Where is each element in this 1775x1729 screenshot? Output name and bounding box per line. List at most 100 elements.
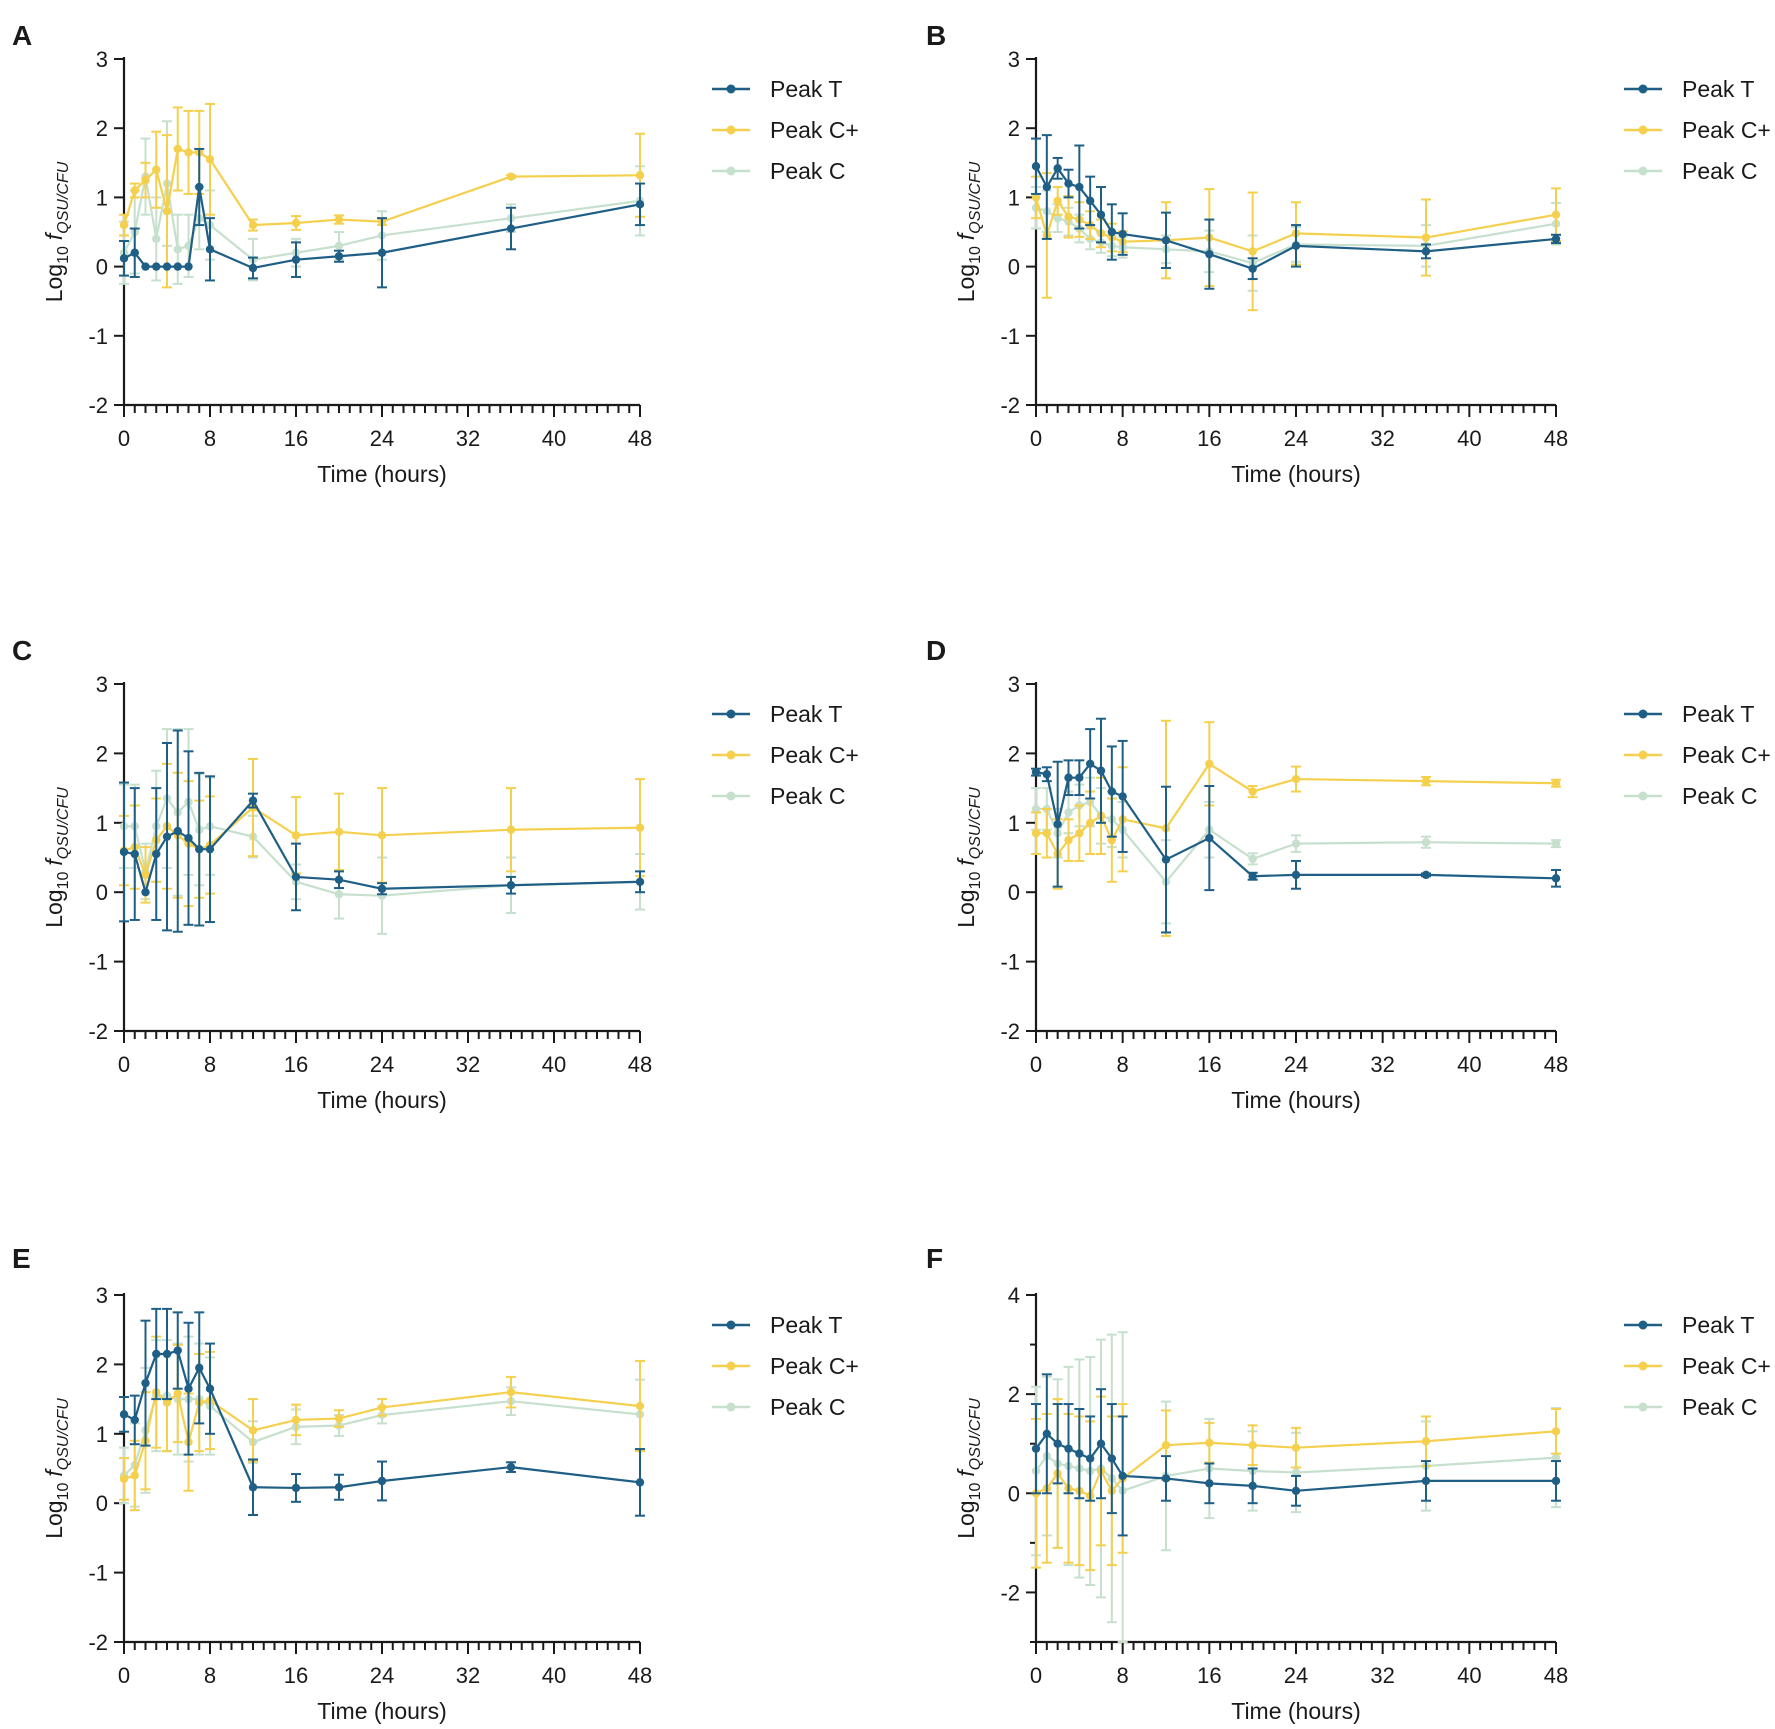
data-point — [1096, 1439, 1106, 1448]
legend-marker — [1638, 791, 1648, 801]
data-point — [1248, 1481, 1257, 1491]
panel-c-y-axis-title: Log10 fQSU/CFU — [41, 787, 72, 928]
panel-b-x-tick-label: 8 — [1117, 426, 1129, 451]
panel-e-letter: E — [12, 1243, 31, 1274]
panel-a-y-tick-label: 3 — [96, 47, 108, 72]
panel-c-y-tick-label: 2 — [96, 741, 108, 766]
data-point — [334, 890, 344, 899]
panel-c-x-tick-label: 40 — [542, 1052, 566, 1077]
data-point — [1161, 855, 1171, 864]
data-point — [1042, 829, 1052, 838]
panel-a-y-tick-label: -1 — [88, 324, 108, 349]
panel-c-legend-item: Peak C+ — [712, 742, 859, 768]
panel-d-y-tick-label: 3 — [1008, 672, 1020, 697]
panel-f-y-title-log-sub: 10 — [967, 1483, 984, 1501]
data-point — [1064, 1444, 1073, 1453]
data-point — [1161, 1474, 1171, 1483]
panel-f-y-axis-title: Log10 fQSU/CFU — [953, 1398, 984, 1539]
data-point — [1291, 870, 1301, 880]
data-point — [635, 823, 645, 832]
legend-label: Peak T — [1682, 1312, 1754, 1338]
panel-c-y-tick-label: 3 — [96, 672, 108, 697]
data-point — [1053, 1439, 1062, 1448]
data-point — [1053, 196, 1062, 206]
legend-marker — [1638, 125, 1648, 135]
panel-e-x-tick-label: 32 — [456, 1663, 480, 1688]
data-point — [334, 875, 344, 884]
legend-label: Peak C+ — [1682, 742, 1771, 768]
data-point — [1205, 1479, 1214, 1488]
panel-e-y-title-f-sub: QSU/CFU — [55, 1398, 72, 1470]
data-point — [1064, 212, 1073, 221]
panel-a-x-tick-label: 24 — [370, 426, 394, 451]
data-point — [1118, 1471, 1127, 1481]
data-point — [377, 1403, 387, 1412]
panel-c-series-peak-t — [119, 729, 645, 933]
panel-a-series-peak-t — [119, 147, 645, 289]
data-point — [248, 1426, 258, 1435]
data-point — [119, 1410, 129, 1419]
panel-d-x-tick-label: 32 — [1370, 1052, 1394, 1077]
legend-marker — [726, 1402, 736, 1412]
data-point — [1075, 182, 1084, 192]
data-point — [1291, 1443, 1301, 1452]
panel-c-y-title-f-sub: QSU/CFU — [55, 787, 72, 859]
panel-b-x-tick-label: 16 — [1197, 426, 1221, 451]
panel-e-series-peak-t — [119, 1307, 645, 1517]
panel-b-y-title-f-sub: QSU/CFU — [967, 161, 984, 233]
data-point — [173, 1346, 182, 1355]
data-point — [1096, 210, 1106, 219]
panel-e-y-title-f: f — [41, 1468, 67, 1477]
panel-a-x-tick-label: 48 — [628, 426, 652, 451]
panel-d-y-tick-label: 2 — [1008, 741, 1020, 766]
panel-d-y-title-log: Log — [953, 889, 979, 927]
data-point — [1107, 835, 1117, 845]
data-point — [1421, 233, 1431, 242]
panel-f-y-title-log: Log — [953, 1500, 979, 1538]
data-point — [635, 1478, 645, 1487]
panel-b: B -2 -1 0 1 2 3 0 8 16 24 32 40 48 Time (hours) Log10 fQ… — [926, 20, 1771, 487]
legend-label: Peak T — [1682, 76, 1754, 102]
panel-b-y-tick-label: 0 — [1008, 255, 1020, 280]
panel-b-series-peak-t — [1031, 134, 1561, 290]
legend-label: Peak C — [770, 158, 845, 184]
data-point — [248, 220, 258, 230]
data-point — [195, 1363, 204, 1373]
panel-f-x-tick-label: 40 — [1457, 1663, 1481, 1688]
panel-f-y-title-f-sub: QSU/CFU — [967, 1398, 984, 1470]
data-point — [506, 825, 516, 834]
legend-label: Peak C — [1682, 158, 1757, 184]
panel-b-x-axis-title: Time (hours) — [1231, 461, 1361, 487]
panel-b-x-tick-label: 24 — [1284, 426, 1308, 451]
data-point — [1031, 804, 1041, 814]
panel-d-y-title-f-sub: QSU/CFU — [967, 787, 984, 859]
data-point — [1031, 193, 1041, 202]
legend-label: Peak C — [770, 1394, 845, 1420]
panel-c-y-title-log: Log — [41, 889, 67, 927]
panel-d-y-tick-label: 0 — [1008, 880, 1020, 905]
legend-marker — [726, 125, 736, 135]
panel-a-y-title-log: Log — [41, 264, 67, 302]
panel-f-y-tick-label: -2 — [1000, 1580, 1020, 1605]
panel-b-y-tick-label: -2 — [1000, 393, 1020, 418]
data-point — [1205, 1438, 1214, 1447]
panel-f-y-tick-label: 0 — [1008, 1481, 1020, 1506]
data-point — [1096, 766, 1106, 775]
data-point — [1551, 210, 1561, 219]
panel-a-y-axis-title: Log10 fQSU/CFU — [41, 161, 72, 302]
legend-label: Peak C+ — [1682, 117, 1771, 143]
data-point — [1053, 213, 1062, 223]
data-point — [195, 844, 204, 854]
data-point — [334, 827, 344, 837]
data-point — [1031, 1444, 1041, 1453]
panel-b-x-tick-label: 0 — [1030, 426, 1042, 451]
data-point — [377, 248, 387, 257]
panel-f-x-axis-title: Time (hours) — [1231, 1698, 1361, 1724]
data-point — [291, 255, 301, 264]
panel-e-legend-item: Peak T — [712, 1312, 842, 1338]
data-point — [184, 833, 193, 843]
panel-d-x-axis-title: Time (hours) — [1231, 1087, 1361, 1113]
data-point — [1064, 773, 1073, 782]
legend-marker — [726, 709, 736, 719]
data-point — [1075, 829, 1084, 838]
